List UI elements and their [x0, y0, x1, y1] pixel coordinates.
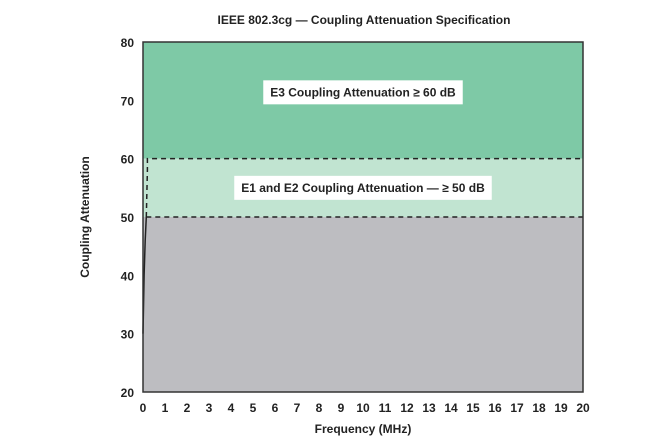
y-tick-label: 20 — [121, 386, 135, 400]
region-label-1: E1 and E2 Coupling Attenuation — ≥ 50 dB — [234, 175, 492, 200]
x-tick-label: 20 — [576, 401, 590, 415]
x-tick-label: 17 — [510, 401, 524, 415]
plot-frame — [142, 41, 584, 393]
region-2 — [143, 217, 583, 392]
y-tick-label: 30 — [121, 328, 135, 342]
chart-title: IEEE 802.3cg — Coupling Attenuation Spec… — [218, 13, 511, 27]
x-tick-label: 5 — [250, 401, 257, 415]
x-tick-label: 18 — [532, 401, 546, 415]
x-tick-label: 6 — [272, 401, 279, 415]
x-tick-label: 16 — [488, 401, 502, 415]
y-tick-label: 60 — [121, 153, 135, 167]
x-tick-label: 11 — [379, 401, 392, 415]
region-label-background — [234, 175, 492, 200]
x-tick-label: 1 — [162, 401, 169, 415]
x-axis-label: Frequency (MHz) — [315, 422, 412, 436]
y-tick-label: 50 — [121, 211, 135, 225]
region-label-0: E3 Coupling Attenuation ≥ 60 dB — [263, 80, 463, 105]
x-tick-label: 0 — [140, 401, 147, 415]
x-tick-label: 2 — [184, 401, 191, 415]
x-tick-label: 3 — [206, 401, 213, 415]
x-tick-label: 4 — [228, 401, 235, 415]
y-axis-label: Coupling Attenuation — [78, 156, 92, 278]
region-label-background — [263, 80, 463, 105]
x-tick-label: 10 — [356, 401, 370, 415]
x-tick-label: 14 — [444, 401, 458, 415]
x-tick-label: 13 — [422, 401, 436, 415]
x-tick-label: 8 — [316, 401, 323, 415]
x-tick-label: 12 — [400, 401, 414, 415]
region-label-text: E1 and E2 Coupling Attenuation — ≥ 50 dB — [241, 181, 485, 195]
y-tick-label: 40 — [121, 269, 135, 283]
x-tick-label: 9 — [338, 401, 345, 415]
y-tick-label: 70 — [121, 94, 135, 108]
region-label-text: E3 Coupling Attenuation ≥ 60 dB — [270, 85, 456, 99]
x-tick-label: 19 — [554, 401, 568, 415]
x-tick-label: 15 — [466, 401, 480, 415]
x-tick-label: 7 — [294, 401, 301, 415]
y-tick-label: 80 — [121, 36, 135, 50]
